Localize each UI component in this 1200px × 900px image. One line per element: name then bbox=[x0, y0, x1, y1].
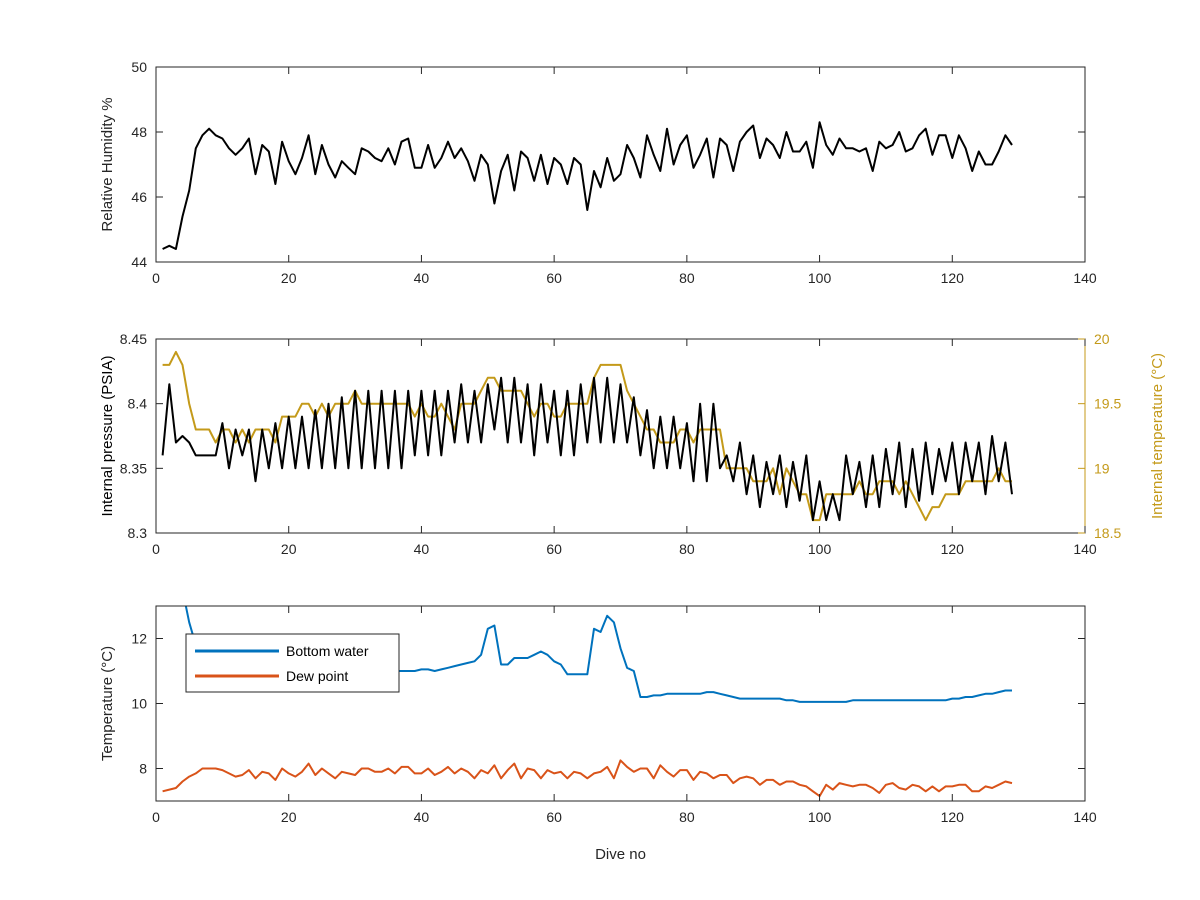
x-tick-label: 40 bbox=[414, 270, 430, 286]
x-tick-label: 20 bbox=[281, 809, 297, 825]
legend: Bottom water Dew point bbox=[185, 633, 400, 693]
series-line-main bbox=[162, 121, 1013, 250]
series-group bbox=[162, 121, 1013, 250]
y-axis-label: Temperature (°C) bbox=[99, 646, 116, 761]
x-tick-label: 120 bbox=[941, 809, 965, 825]
x-tick-label: 80 bbox=[679, 270, 695, 286]
legend-entry: Bottom water bbox=[286, 643, 369, 659]
chart-panel-1: 0 20 40 60 80 100 120 140 44 46 48 50 Relative Humid… bbox=[99, 59, 1097, 286]
x-tick-label: 120 bbox=[941, 541, 965, 557]
x-tick-label: 20 bbox=[281, 541, 297, 557]
x-tick-label: 40 bbox=[414, 809, 430, 825]
y-right-tick-label: 20 bbox=[1094, 331, 1110, 347]
y-right-tick-label: 19.5 bbox=[1094, 396, 1121, 412]
y-tick-label: 8.4 bbox=[128, 396, 148, 412]
y-tick-label: 48 bbox=[131, 124, 147, 140]
series-group bbox=[161, 350, 1013, 522]
x-tick-label: 20 bbox=[281, 270, 297, 286]
x-tick-label: 140 bbox=[1073, 809, 1097, 825]
x-tick-label: 0 bbox=[152, 541, 160, 557]
y-tick-label: 8.45 bbox=[120, 331, 147, 347]
y-tick-label: 8.35 bbox=[120, 460, 147, 476]
x-tick-label: 60 bbox=[546, 541, 562, 557]
x-tick-label: 80 bbox=[679, 809, 695, 825]
chart-panel-3: 0 20 40 60 80 100 120 140 8 10 12 Temperature (°C) D… bbox=[99, 605, 1097, 863]
y-tick-label: 12 bbox=[131, 631, 147, 647]
x-tick-label: 100 bbox=[808, 809, 832, 825]
x-tick-label: 80 bbox=[679, 541, 695, 557]
y-right-tick-label: 19 bbox=[1094, 460, 1110, 476]
y-tick-label: 8 bbox=[139, 761, 147, 777]
y-axis-label: Relative Humidity % bbox=[99, 97, 116, 231]
x-tick-label: 0 bbox=[152, 809, 160, 825]
x-tick-label: 0 bbox=[152, 270, 160, 286]
y-tick-label: 46 bbox=[131, 189, 147, 205]
y-tick-label: 44 bbox=[131, 254, 147, 270]
series-line-left bbox=[161, 376, 1013, 522]
x-tick-label: 140 bbox=[1073, 270, 1097, 286]
x-tick-label: 100 bbox=[808, 270, 832, 286]
x-tick-label: 60 bbox=[546, 270, 562, 286]
series-line-dew-point bbox=[162, 759, 1013, 798]
y-tick-label: 10 bbox=[131, 696, 147, 712]
y-right-tick-label: 18.5 bbox=[1094, 525, 1121, 541]
x-tick-label: 100 bbox=[808, 541, 832, 557]
y-tick-label: 50 bbox=[131, 59, 147, 75]
x-tick-label: 120 bbox=[941, 270, 965, 286]
chart-panel-2: 0 20 40 60 80 100 120 140 8.3 8.35 8.4 8.45 18.5 19 19… bbox=[99, 331, 1166, 557]
axes-box bbox=[155, 66, 1086, 263]
y-axis-label: Internal pressure (PSIA) bbox=[99, 356, 116, 517]
x-tick-label: 40 bbox=[414, 541, 430, 557]
y-right-axis-label: Internal temperature (°C) bbox=[1149, 353, 1166, 519]
series-line-right bbox=[162, 350, 1012, 522]
x-tick-label: 60 bbox=[546, 809, 562, 825]
x-tick-label: 140 bbox=[1073, 541, 1097, 557]
legend-entry: Dew point bbox=[286, 668, 348, 684]
x-axis-label: Dive no bbox=[595, 846, 646, 863]
legend-box bbox=[185, 633, 400, 693]
y-tick-label: 8.3 bbox=[128, 525, 148, 541]
